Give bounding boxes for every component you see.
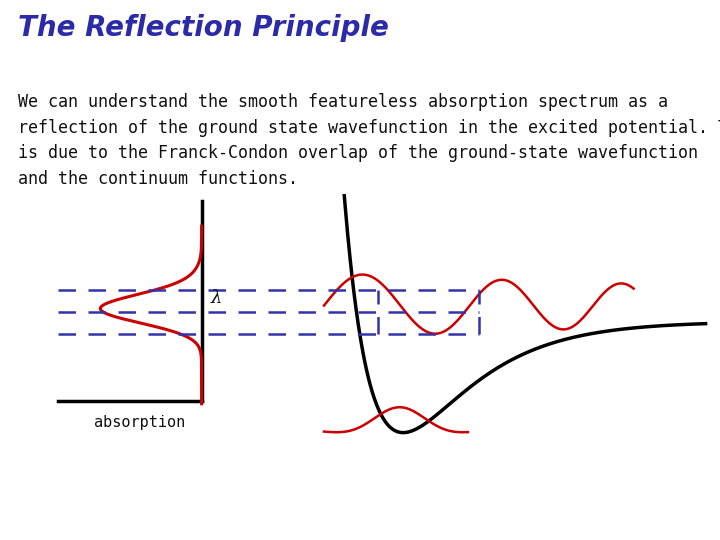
Text: WARWICK: WARWICK: [29, 490, 168, 514]
Text: absorption: absorption: [94, 415, 185, 430]
Text: The Reflection Principle: The Reflection Principle: [18, 14, 389, 42]
Text: We can understand the smooth featureless absorption spectrum as a
reflection of : We can understand the smooth featureless…: [18, 93, 720, 188]
Text: λ: λ: [210, 289, 222, 307]
